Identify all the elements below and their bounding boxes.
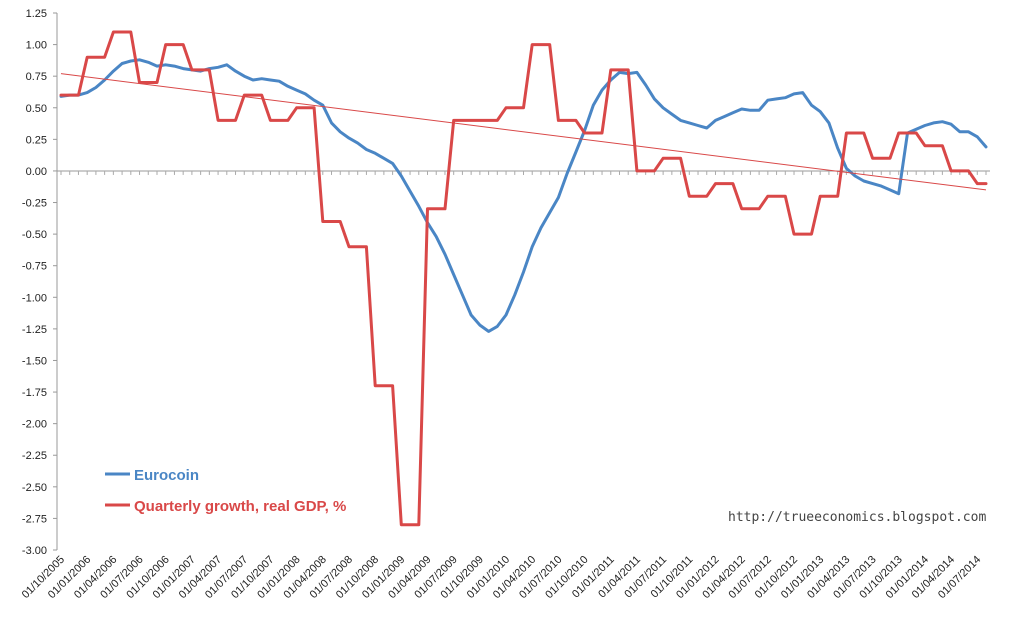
y-tick-label: -2.75 [22,513,47,525]
y-tick-label: -3.00 [22,545,47,557]
y-axis-ticks: 1.25 1.00 0.75 0.50 0.25 0.00 -0.25 -0.50 -0.75 -… [22,8,990,557]
legend-label-eurocoin: Eurocoin [134,467,199,484]
series-lines [59,30,988,527]
y-tick-label: -2.50 [22,482,47,494]
series-line-gdp [59,30,988,527]
legend-label-gdp: Quarterly growth, real GDP, % [134,498,346,515]
series-line-trend [60,73,987,191]
y-tick-label: -0.50 [22,229,47,241]
y-tick-label: -1.00 [22,292,47,304]
y-tick-label: 1.00 [26,40,47,52]
x-axis-ticks: 01/10/200501/01/200601/04/200601/07/2006… [20,554,984,601]
y-tick-label: -0.25 [22,198,47,210]
y-tick-label: 0.50 [26,103,47,115]
y-tick-label: 0.75 [26,71,47,83]
y-tick-label: -2.25 [22,450,47,462]
y-tick-label: -2.00 [22,419,47,431]
y-tick-label: -1.50 [22,355,47,367]
series-line-eurocoin [59,58,988,333]
watermark-url: http://trueeconomics.blogspot.com [728,510,986,525]
y-tick-label: -1.25 [22,324,47,336]
legend: Eurocoin Quarterly growth, real GDP, % [105,467,346,515]
y-tick-label: 1.25 [26,8,47,20]
y-tick-label: 0.00 [26,166,47,178]
y-tick-label: 0.25 [26,134,47,146]
y-tick-label: -1.75 [22,387,47,399]
y-tick-label: -0.75 [22,261,47,273]
